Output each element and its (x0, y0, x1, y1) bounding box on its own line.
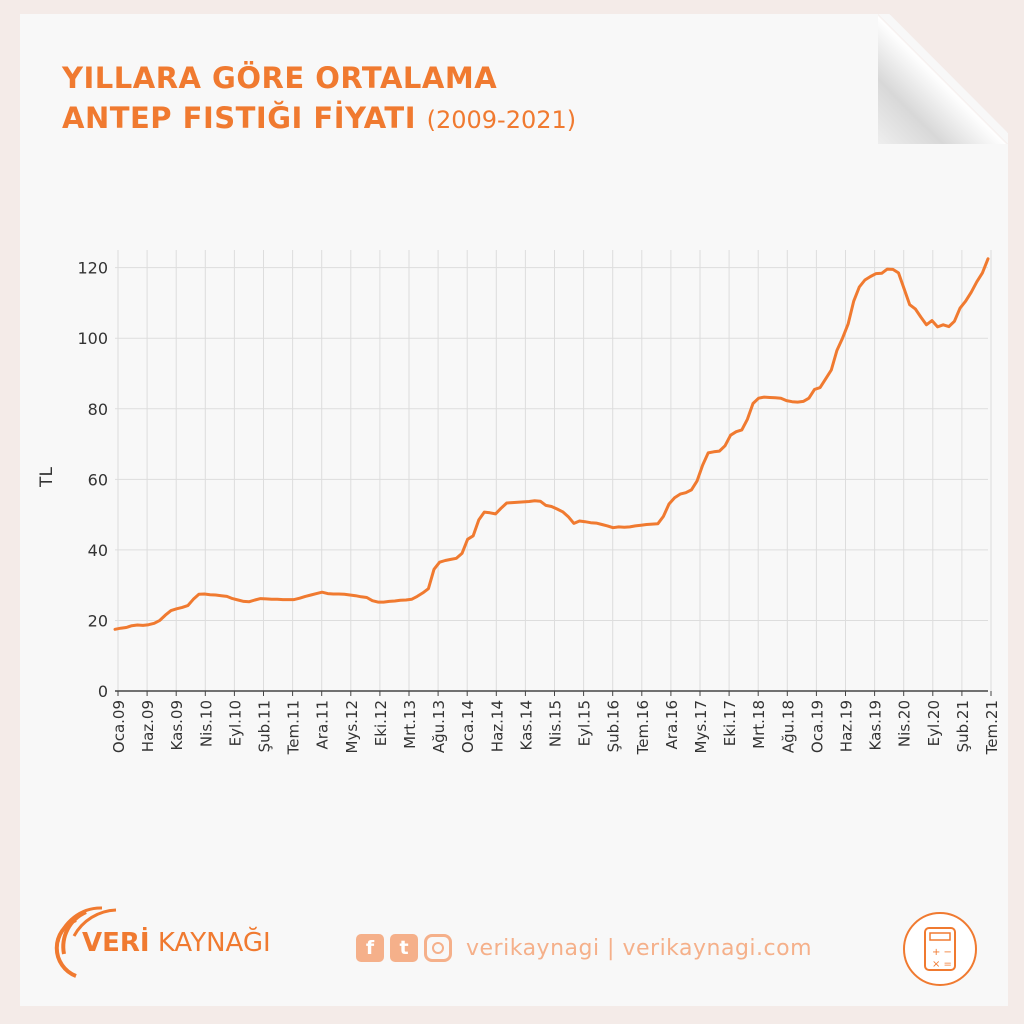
x-tick-label: Ara.11 (314, 700, 332, 749)
x-tick-label: Eki.12 (372, 700, 390, 746)
veri-kaynagi-logo-icon (54, 906, 117, 978)
y-tick-label: 100 (77, 329, 108, 348)
x-tick-labels: Oca.09 Haz.09 Kas.09 Nis.10 Eyl.10 Şub.11 Tem.… (110, 691, 1001, 755)
x-tick-label: Ağu.13 (430, 700, 448, 753)
logo-rest: KAYNAĞI (149, 928, 271, 958)
y-tick-labels: 0 20 40 60 80 100 120 (77, 259, 108, 701)
x-tick-label: Oca.19 (808, 700, 826, 753)
x-tick-label: Tem.16 (634, 700, 652, 755)
x-tick-label: Nis.20 (896, 700, 914, 747)
price-series-line (113, 257, 990, 631)
x-tick-label: Tem.11 (285, 700, 303, 755)
title-line-1: YILLARA GÖRE ORTALAMA (62, 61, 498, 95)
y-tick-label: 40 (88, 541, 108, 560)
x-tick-label: Haz.14 (488, 700, 506, 752)
x-tick-label: Mrt.13 (401, 700, 419, 749)
chart-title: YILLARA GÖRE ORTALAMA ANTEP FISTIĞI FİYA… (62, 58, 576, 140)
svg-text:+ −: + − (932, 947, 952, 958)
x-tick-label: Şub.16 (605, 700, 623, 752)
x-tick-label: Mrt.18 (750, 700, 768, 749)
x-tick-label: Haz.19 (838, 700, 856, 752)
y-tick-label: 80 (88, 400, 108, 419)
paper-background (20, 14, 1008, 1006)
instagram-icon[interactable] (424, 934, 452, 962)
x-tick-label: Oca.14 (459, 700, 477, 753)
vertical-gridlines (117, 250, 992, 691)
title-line-2: ANTEP FISTIĞI FİYATI (2009-2021) (62, 98, 576, 140)
x-tick-label: Kas.14 (517, 700, 535, 750)
logo-bold: VERİ (82, 928, 150, 958)
x-tick-label: Eyl.20 (925, 700, 943, 746)
site-url[interactable]: verikaynagi | verikaynagi.com (466, 935, 813, 961)
x-tick-label: Ara.16 (663, 700, 681, 749)
x-tick-label: Eyl.15 (576, 700, 594, 746)
x-tick-label: Tem.21 (983, 700, 1001, 755)
social-bar: f t verikaynagi | verikaynagi.com (356, 932, 812, 964)
x-tick-label: Kas.09 (168, 700, 186, 750)
y-tick-label: 60 (88, 470, 108, 489)
y-tick-label: 20 (88, 611, 108, 630)
logo-text: VERİ KAYNAĞI (82, 928, 271, 958)
svg-text:× =: × = (932, 959, 952, 970)
calculator-icon: + − × = (903, 912, 977, 986)
x-tick-label: Nis.10 (197, 700, 215, 747)
x-tick-label: Mys.17 (692, 700, 710, 754)
y-tick-label: 120 (77, 259, 108, 278)
x-tick-label: Eki.17 (721, 700, 739, 746)
title-years: (2009-2021) (426, 106, 577, 134)
x-tick-label: Oca.09 (110, 700, 128, 753)
facebook-icon[interactable]: f (356, 934, 384, 962)
y-tick-label: 0 (98, 682, 108, 701)
x-tick-label: Kas.19 (867, 700, 885, 750)
title-line-2-text: ANTEP FISTIĞI FİYATI (62, 101, 416, 135)
x-tick-label: Şub.11 (256, 700, 274, 752)
x-tick-label: Ağu.18 (779, 700, 797, 753)
horizontal-gridlines (115, 267, 988, 621)
x-tick-label: Şub.21 (954, 700, 972, 752)
x-tick-label: Eyl.10 (226, 700, 244, 746)
x-tick-label: Nis.15 (547, 700, 565, 747)
x-tick-label: Haz.09 (139, 700, 157, 752)
x-tick-label: Mys.12 (343, 700, 361, 754)
twitter-icon[interactable]: t (390, 934, 418, 962)
